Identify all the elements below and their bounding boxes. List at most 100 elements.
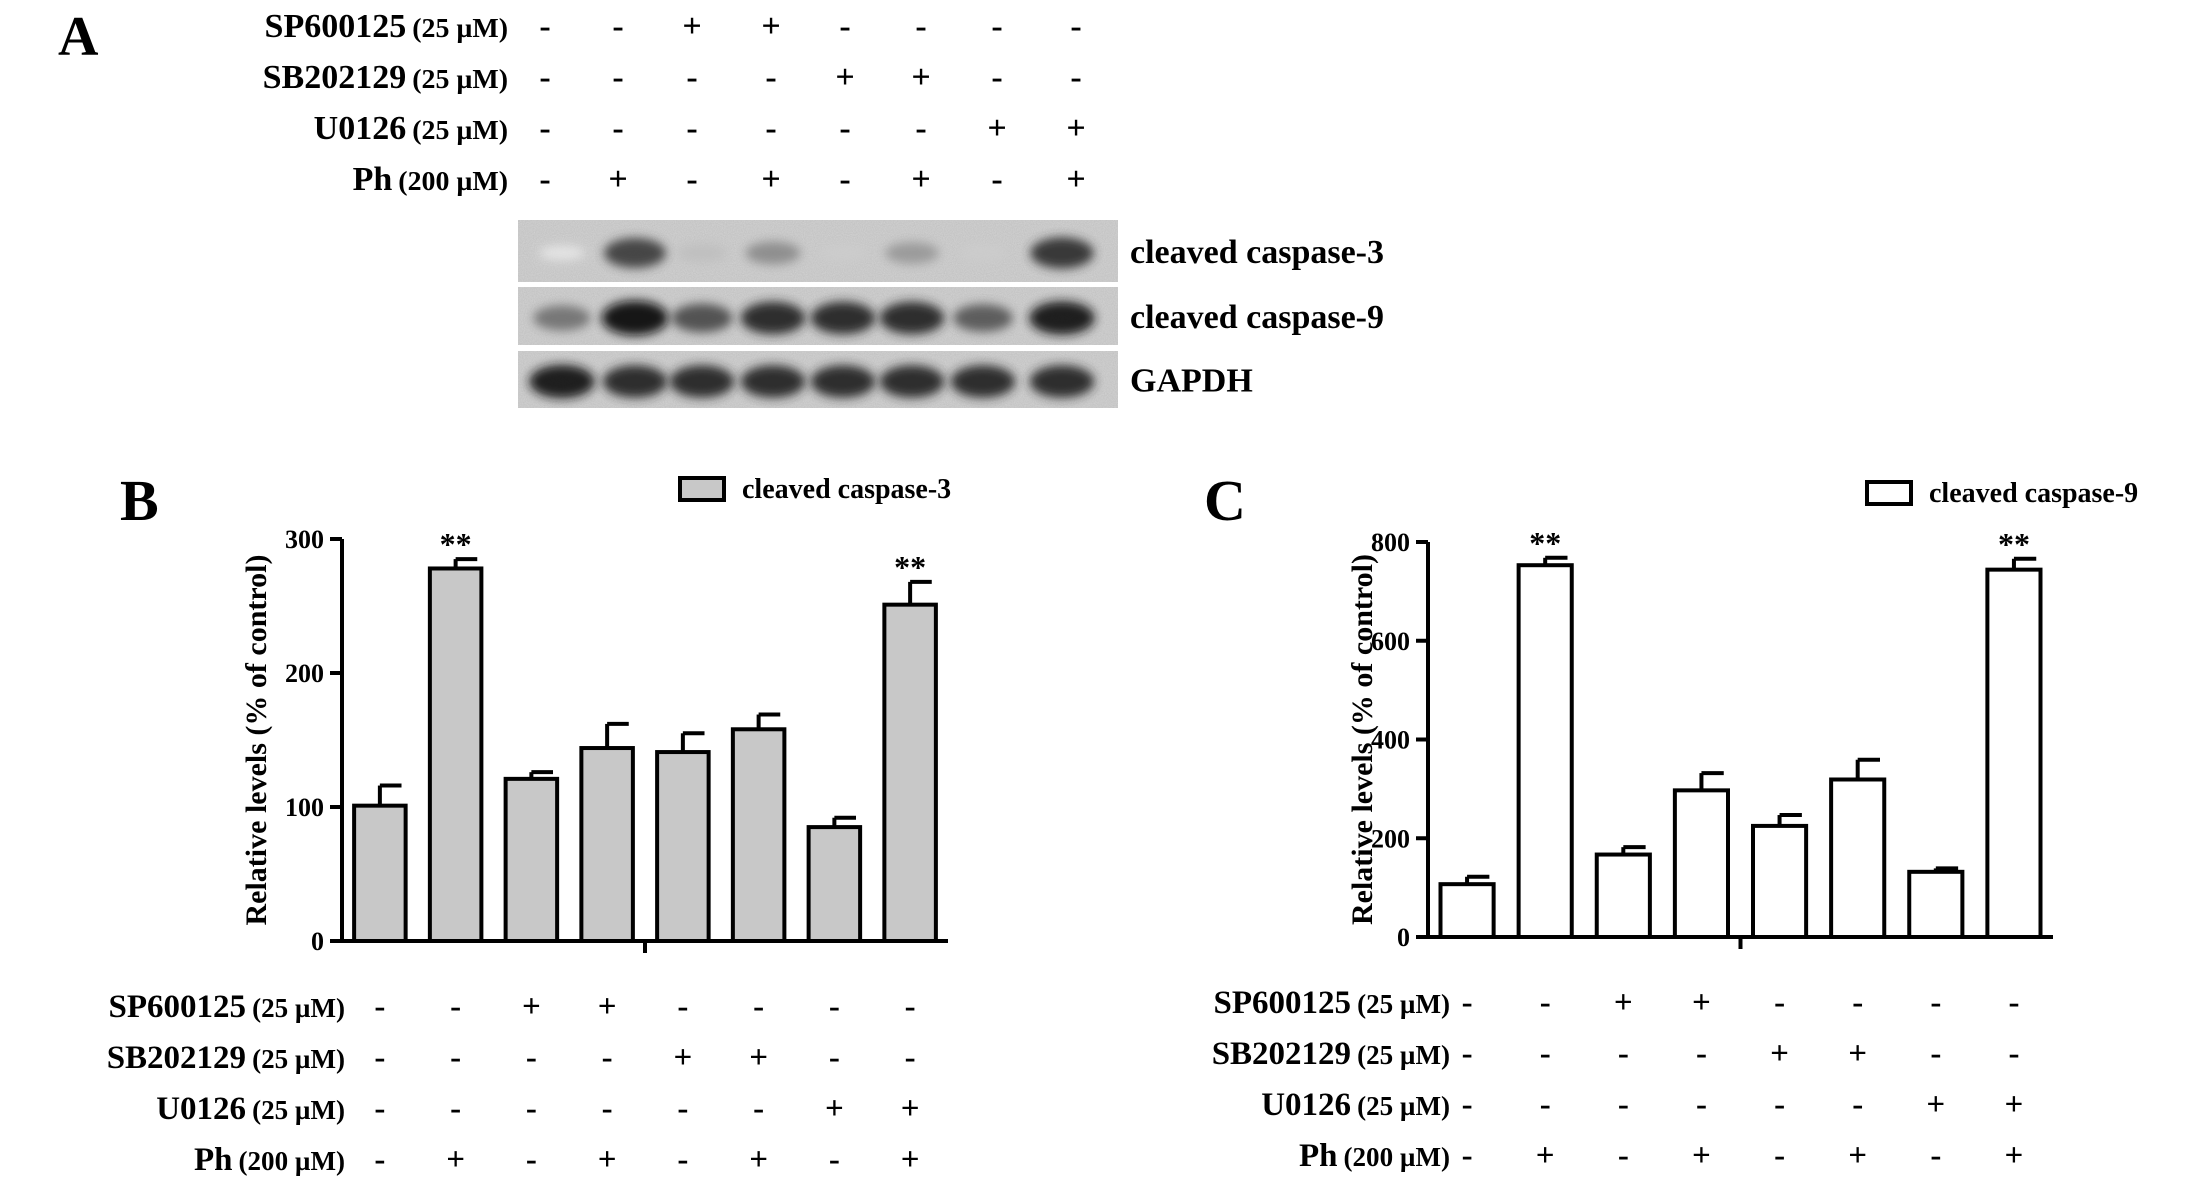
bar-4: [1751, 823, 1809, 939]
panel-c-treatment-1-unit: (25 µM): [1357, 1040, 1450, 1070]
panel-b-sign-0-4: -: [677, 989, 688, 1025]
bar-2: [503, 776, 560, 943]
panel-c-treatment-0: SP600125 (25 µM): [1214, 985, 1450, 1021]
bar-6: [806, 825, 863, 943]
panel-c-sign-0-3: +: [1692, 985, 1711, 1021]
panel-c-sign-2-0: -: [1462, 1087, 1473, 1123]
blot-label-2: GAPDH: [1130, 363, 1253, 400]
y-tick-label-2: 200: [285, 659, 324, 688]
panel-a-treatment-2: U0126 (25 µM): [314, 110, 508, 147]
panel-b-sign-0-5: -: [753, 989, 764, 1025]
panel-c-sign-0-7: -: [2008, 985, 2019, 1021]
legend-swatch: [1865, 480, 1913, 506]
y-tick-label-3: 300: [285, 525, 324, 554]
panel-a-sign-3-6: -: [991, 161, 1002, 198]
panel-a-sign-0-3: +: [761, 8, 780, 45]
panel-a-sign-0-2: +: [682, 8, 701, 45]
panel-a-sign-1-3: -: [765, 59, 776, 96]
panel-a-treatment-0-name: SP600125: [265, 8, 407, 45]
panel-c-treatment-2-name: U0126: [1261, 1087, 1351, 1123]
significance-1: **: [1529, 525, 1561, 561]
legend-swatch: [678, 476, 726, 502]
panel-a-sign-1-0: -: [539, 59, 550, 96]
panel-c-treatment-3-unit: (200 µM): [1344, 1142, 1450, 1172]
y-axis-label: Relative levels (% of control): [240, 554, 273, 925]
panel-b-treatment-1-name: SB202129: [107, 1040, 246, 1076]
panel-b-sign-2-3: -: [602, 1091, 613, 1127]
panel-b-sign-2-1: -: [450, 1091, 461, 1127]
blot-band-1-6: [953, 304, 1013, 332]
panel-a-sign-2-5: -: [915, 110, 926, 147]
panel-a-sign-3-3: +: [761, 161, 780, 198]
panel-c-sign-2-4: -: [1774, 1087, 1785, 1123]
blot-band-2-5: [879, 365, 945, 398]
panel-c-sign-3-4: -: [1774, 1138, 1785, 1174]
blot-band-2-6: [950, 365, 1016, 398]
panel-b-sign-1-7: -: [905, 1040, 916, 1076]
panel-a-sign-0-1: -: [612, 8, 623, 45]
panel-b-treatment-1: SB202129 (25 µM): [107, 1040, 345, 1076]
panel-a-sign-0-7: -: [1070, 8, 1081, 45]
panel-a-sign-1-4: +: [835, 59, 854, 96]
panel-b-sign-2-0: -: [374, 1091, 385, 1127]
panel-a-treatment-3-unit: (200 µM): [398, 166, 508, 197]
panel-b-treatment-0-name: SP600125: [109, 989, 247, 1025]
blot-band-0-1: [604, 238, 666, 268]
panel-a-treatment-1: SB202129 (25 µM): [263, 59, 508, 96]
panel-c-letter: C: [1204, 468, 1246, 533]
panel-c-sign-0-0: -: [1462, 985, 1473, 1021]
panel-b-treatment-3-name: Ph: [194, 1142, 233, 1178]
legend-label: cleaved caspase-9: [1929, 478, 2138, 509]
panel-a-sign-1-6: -: [991, 59, 1002, 96]
panel-a: A SP600125 (25 µM) - - + + - - - -SB202129 (25 µM) -…: [58, 6, 1384, 408]
y-tick-label-1: 100: [285, 793, 324, 822]
panel-b-letter: B: [120, 468, 159, 533]
y-tick-label-2: 400: [1371, 726, 1410, 755]
panel-b-sign-3-5: +: [749, 1142, 768, 1178]
panel-c-treatment-3-name: Ph: [1299, 1138, 1338, 1174]
y-axis-label: Relative levels (% of control): [1346, 554, 1379, 925]
panel-c-treatment-0-unit: (25 µM): [1357, 989, 1450, 1019]
panel-a-sign-2-3: -: [765, 110, 776, 147]
panel-c-sign-1-5: +: [1848, 1036, 1867, 1072]
panel-c-sign-0-2: +: [1614, 985, 1633, 1021]
panel-a-sign-3-4: -: [839, 161, 850, 198]
panel-b-sign-3-1: +: [446, 1142, 465, 1178]
panel-b-treatment-0: SP600125 (25 µM): [109, 989, 345, 1025]
panel-a-treatment-0: SP600125 (25 µM): [265, 8, 508, 45]
panel-c-sign-2-3: -: [1696, 1087, 1707, 1123]
panel-c-sign-0-5: -: [1852, 985, 1863, 1021]
panel-c-sign-3-5: +: [1848, 1138, 1867, 1174]
blot-band-0-6: [958, 244, 1008, 262]
panel-c-treatment-0-name: SP600125: [1214, 985, 1352, 1021]
panel-b-sign-2-6: +: [825, 1091, 844, 1127]
panel-b-sign-2-4: -: [677, 1091, 688, 1127]
panel-a-sign-2-2: -: [686, 110, 697, 147]
bar-1: [1516, 563, 1574, 939]
significance-7: **: [894, 549, 926, 585]
bar-0: [1438, 882, 1496, 940]
panel-a-sign-2-6: +: [987, 110, 1006, 147]
panel-b-sign-1-2: -: [526, 1040, 537, 1076]
blot-band-1-1: [601, 300, 669, 336]
blot-band-0-0: [538, 245, 586, 261]
panel-a-sign-0-4: -: [839, 8, 850, 45]
panel-a-treatment-2-unit: (25 µM): [412, 115, 508, 146]
panel-c-sign-3-1: +: [1536, 1138, 1555, 1174]
panel-c-sign-2-5: -: [1852, 1087, 1863, 1123]
bar-2: [1594, 852, 1652, 940]
significance-1: **: [440, 526, 472, 562]
blot-band-1-5: [879, 301, 945, 335]
blot-strip-2: [518, 351, 1118, 408]
panel-b-sign-0-6: -: [829, 989, 840, 1025]
panel-a-treatment-2-name: U0126: [314, 110, 407, 147]
panel-b-sign-0-7: -: [905, 989, 916, 1025]
panel-b-sign-1-0: -: [374, 1040, 385, 1076]
blot-band-2-4: [810, 365, 876, 398]
panel-a-letter: A: [58, 6, 99, 68]
panel-a-treatment-1-name: SB202129: [263, 59, 407, 96]
legend-label: cleaved caspase-3: [742, 474, 951, 505]
panel-a-treatment-0-unit: (25 µM): [412, 13, 508, 44]
significance-7: **: [1998, 526, 2030, 562]
